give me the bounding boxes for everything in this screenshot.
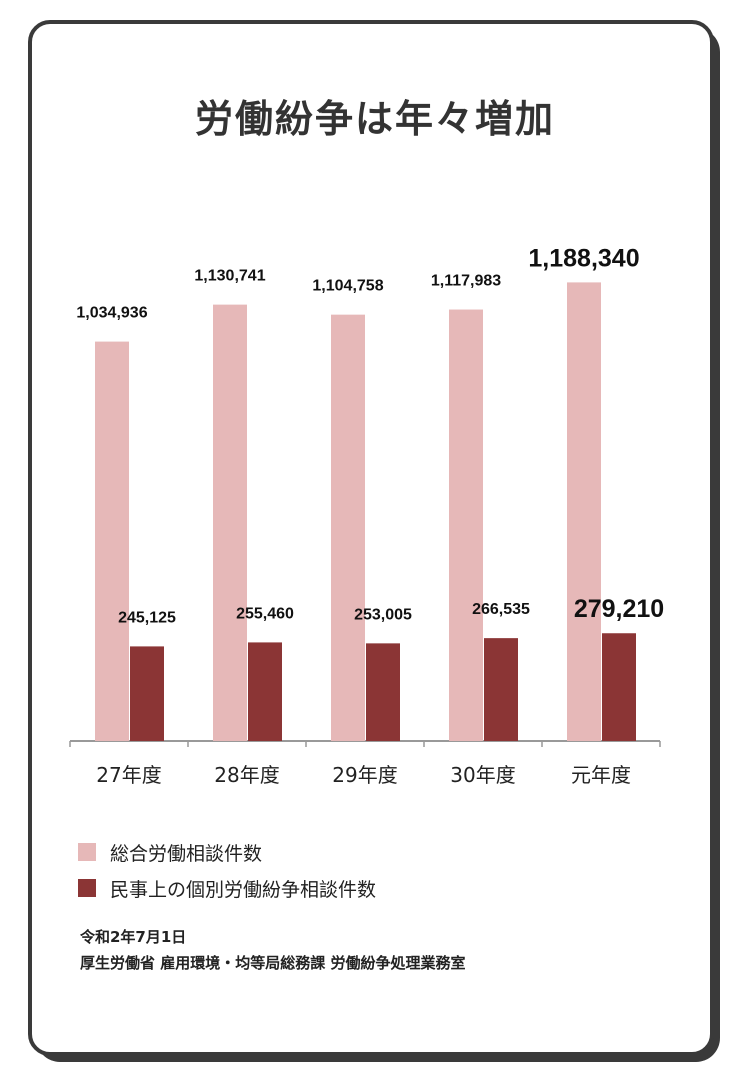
data-label-total: 1,034,936 <box>76 305 147 322</box>
data-label-civil: 253,005 <box>354 606 412 623</box>
legend: 総合労働相談件数 民事上の個別労働紛争相談件数 <box>78 834 376 906</box>
data-label-total: 1,117,983 <box>431 273 501 290</box>
bar-total <box>213 304 247 741</box>
category-label: 28年度 <box>214 763 279 787</box>
category-label: 30年度 <box>450 763 515 787</box>
data-label-civil: 266,535 <box>472 601 530 618</box>
bar-civil <box>484 638 518 741</box>
bar-total <box>331 314 365 741</box>
legend-item-civil: 民事上の個別労働紛争相談件数 <box>78 870 376 906</box>
bar-chart: 1,034,936 245,125 1,130,741 255,460 1,104,75… <box>69 244 664 787</box>
data-label-total: 1,104,758 <box>312 278 383 295</box>
source-org: 厚生労働省 雇用環境・均等局総務課 労働紛争処理業務室 <box>80 954 466 972</box>
bar-total <box>449 309 483 741</box>
bar-civil <box>248 642 282 741</box>
legend-label-civil: 民事上の個別労働紛争相談件数 <box>110 878 377 901</box>
legend-swatch-civil <box>78 879 96 897</box>
bar-total <box>567 282 601 741</box>
data-label-civil: 279,210 <box>574 595 664 623</box>
bar-civil <box>366 643 400 741</box>
data-label-civil: 245,125 <box>118 609 176 626</box>
legend-label-total: 総合労働相談件数 <box>110 842 263 865</box>
data-label-total: 1,188,340 <box>528 244 639 272</box>
source-note: 令和2年7月1日 厚生労働省 雇用環境・均等局総務課 労働紛争処理業務室 <box>80 924 465 976</box>
legend-item-total: 総合労働相談件数 <box>78 834 376 870</box>
category-label: 29年度 <box>332 763 397 787</box>
bar-total <box>95 341 129 741</box>
data-label-civil: 255,460 <box>236 605 294 622</box>
legend-swatch-total <box>78 843 96 861</box>
source-date: 令和2年7月1日 <box>80 928 187 946</box>
data-label-total: 1,130,741 <box>194 268 265 285</box>
bar-civil <box>130 646 164 741</box>
chart-title: 労働紛争は年々増加 <box>194 97 555 141</box>
bar-civil <box>602 633 636 741</box>
category-label: 27年度 <box>96 763 161 787</box>
category-label: 元年度 <box>571 763 631 787</box>
